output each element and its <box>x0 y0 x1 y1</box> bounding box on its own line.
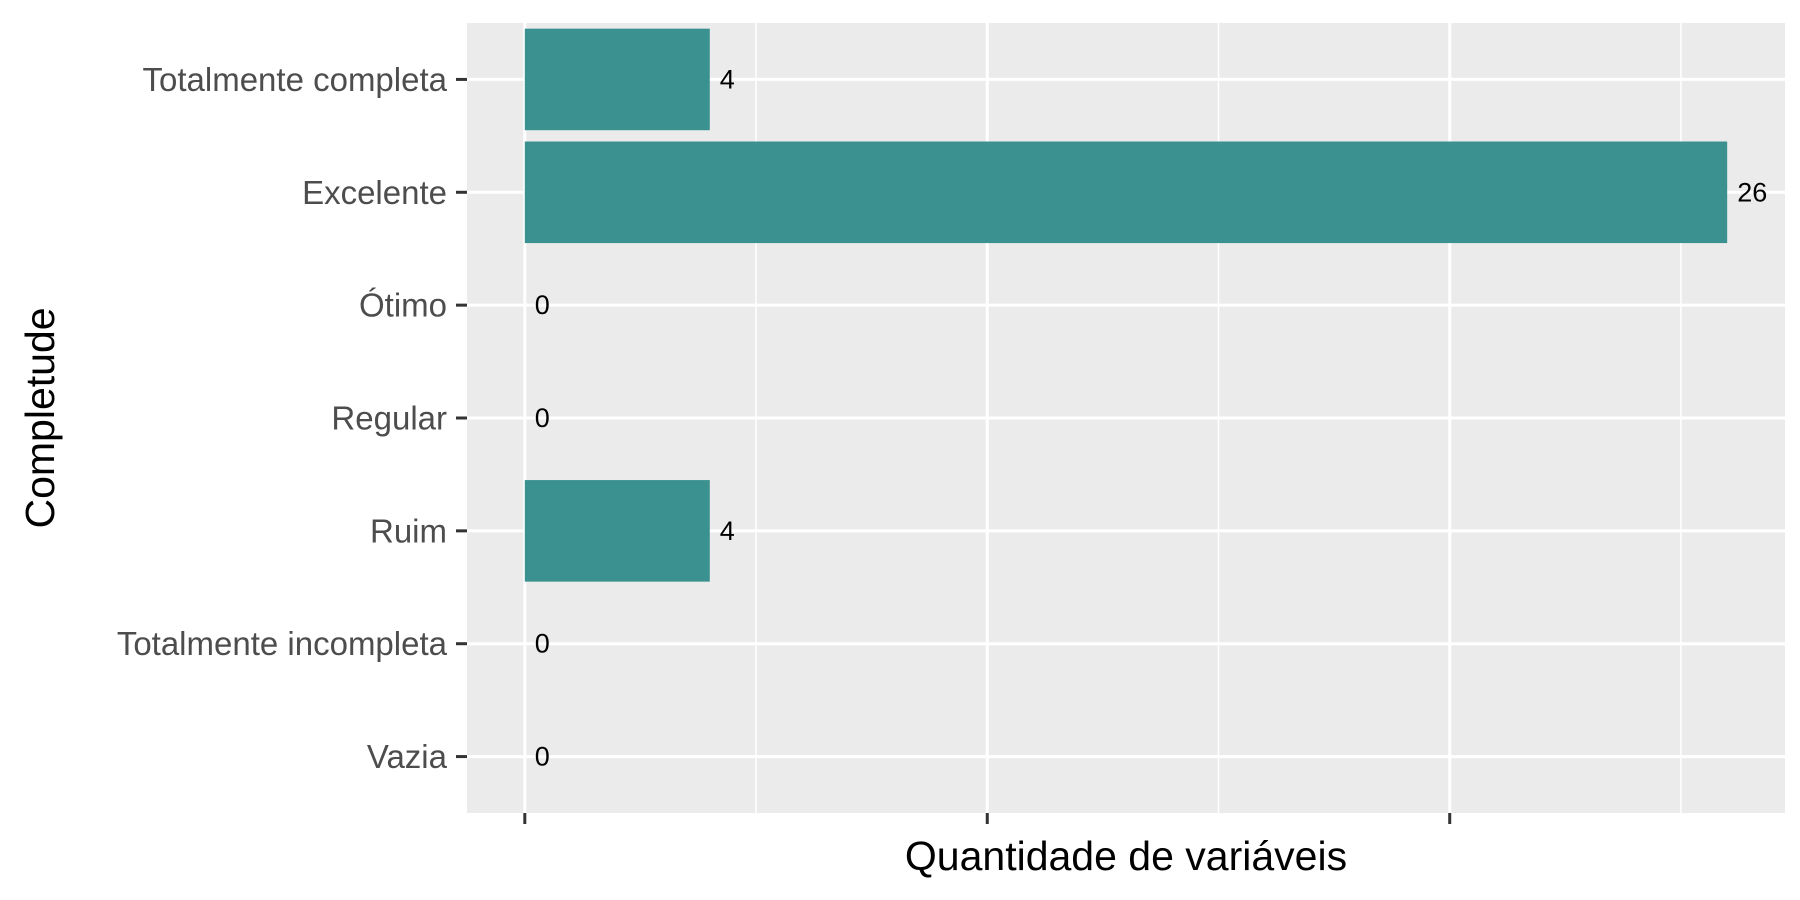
bar <box>524 480 710 582</box>
bar-value-label: 0 <box>535 742 550 772</box>
bar <box>524 28 710 131</box>
y-tick-label: Excelente <box>302 174 447 211</box>
bar-value-label: 0 <box>535 629 550 659</box>
x-axis-title: Quantidade de variáveis <box>905 833 1347 879</box>
y-tick-label: Totalmente completa <box>143 61 448 98</box>
bar-value-label: 0 <box>535 290 550 320</box>
bar-value-label: 4 <box>720 64 735 94</box>
bar-value-label: 4 <box>720 516 735 546</box>
y-axis-tick-labels: Totalmente completa Excelente Ótimo Regular… <box>117 61 448 775</box>
bar-value-label: 0 <box>535 403 550 433</box>
bar-value-label: 26 <box>1737 177 1767 207</box>
y-tick-label: Ruim <box>370 512 447 549</box>
value-labels-group: 4 26 0 0 4 0 0 <box>535 64 1767 771</box>
y-axis-title: Completude <box>17 307 63 528</box>
y-axis-ticks <box>456 77 1452 824</box>
y-tick-label: Ótimo <box>359 287 447 324</box>
bars-group <box>524 28 1728 582</box>
y-tick-label: Regular <box>331 400 447 437</box>
bar <box>524 141 1728 244</box>
y-tick-label: Totalmente incompleta <box>117 625 448 662</box>
y-tick-label: Vazia <box>367 738 448 775</box>
